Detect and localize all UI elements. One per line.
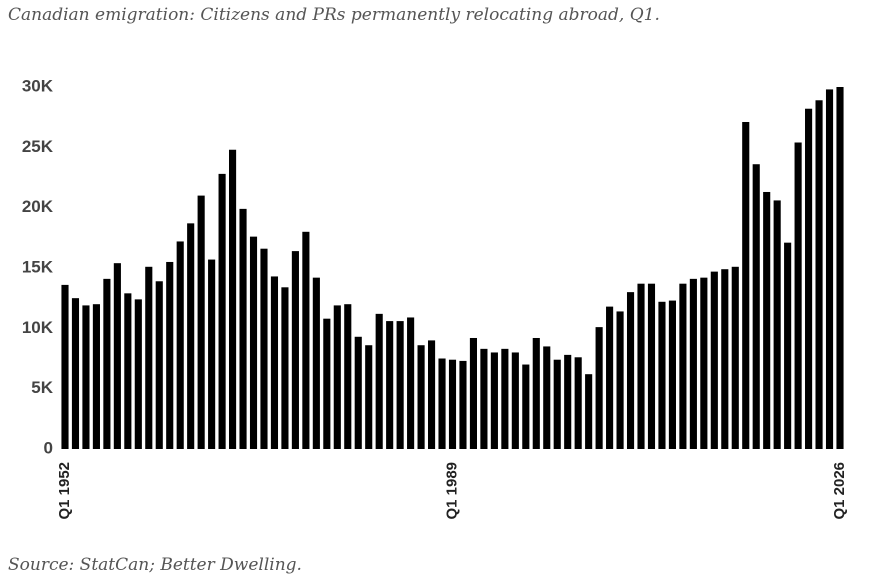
bar: [616, 311, 624, 449]
bar: [61, 284, 69, 449]
bar: [281, 287, 289, 449]
bar: [721, 269, 729, 449]
bar: [145, 266, 153, 449]
bar: [564, 354, 572, 449]
bar: [103, 278, 111, 449]
y-tick-label: 25K: [22, 137, 54, 156]
bar: [490, 352, 498, 449]
bar: [731, 266, 739, 449]
bar: [312, 277, 320, 449]
bar: [354, 336, 362, 449]
bar: [134, 299, 142, 449]
bar: [742, 121, 750, 449]
bar: [208, 259, 216, 449]
bar: [574, 357, 582, 449]
bar: [700, 277, 708, 449]
bar: [543, 346, 551, 449]
bar: [825, 89, 834, 449]
bar: [480, 348, 488, 449]
bar: [166, 261, 174, 449]
y-tick-label: 0: [44, 438, 53, 457]
bar: [375, 313, 383, 449]
bar: [689, 278, 697, 449]
bar: [71, 298, 80, 449]
bar: [522, 364, 530, 449]
bar: [229, 149, 237, 449]
bar: [92, 304, 100, 449]
bar: [249, 236, 258, 449]
bar: [239, 208, 247, 449]
bar: [124, 293, 132, 449]
bar: [815, 100, 823, 450]
bar: [302, 231, 310, 449]
y-tick-label: 5K: [31, 378, 53, 397]
bar: [113, 263, 121, 449]
bar: [407, 317, 415, 449]
bar: [763, 191, 771, 450]
y-tick-label: 20K: [22, 197, 54, 216]
bar: [197, 195, 205, 449]
bar: [187, 223, 195, 449]
bar: [773, 200, 781, 449]
bar: [626, 292, 635, 449]
chart-title: Canadian emigration: Citizens and PRs pe…: [8, 5, 660, 25]
bar: [291, 251, 299, 449]
x-tick-label: Q1 2026: [831, 462, 848, 520]
bar: [82, 305, 90, 449]
bar: [606, 306, 614, 449]
bar: [448, 359, 457, 449]
y-tick-label: 10K: [22, 318, 54, 337]
bar: [658, 301, 666, 449]
bar: [647, 283, 656, 449]
x-tick-label: Q1 1989: [443, 462, 460, 520]
bar: [438, 358, 446, 449]
bar: [386, 321, 394, 449]
bar: [585, 374, 593, 449]
bar: [365, 345, 373, 449]
bar: [260, 248, 268, 449]
bar: [323, 318, 331, 449]
bar: [710, 271, 718, 449]
bar: [836, 87, 844, 449]
bar: [427, 340, 436, 449]
bar: [417, 345, 425, 449]
bar: [396, 321, 404, 449]
y-tick-label: 30K: [22, 76, 54, 95]
bar: [637, 283, 645, 449]
bar: [794, 142, 802, 450]
bar: [532, 337, 540, 449]
bar: [511, 352, 519, 449]
bar: [805, 108, 813, 449]
bar: [595, 327, 603, 449]
bar: [784, 242, 792, 449]
bar: [679, 283, 687, 449]
bar: [469, 337, 478, 449]
bar: [218, 173, 226, 449]
bar: [553, 359, 561, 449]
bar: [155, 281, 163, 449]
x-tick-label: Q1 1952: [56, 462, 73, 520]
y-tick-label: 15K: [22, 257, 54, 276]
bar: [668, 300, 676, 449]
bar: [501, 348, 509, 449]
bar: [752, 164, 760, 449]
bar: [459, 360, 467, 449]
bar: [333, 305, 341, 449]
bar: [176, 241, 184, 449]
bar: [344, 304, 352, 449]
source-note: Source: StatCan; Better Dwelling.: [8, 555, 302, 575]
bar: [270, 276, 279, 449]
